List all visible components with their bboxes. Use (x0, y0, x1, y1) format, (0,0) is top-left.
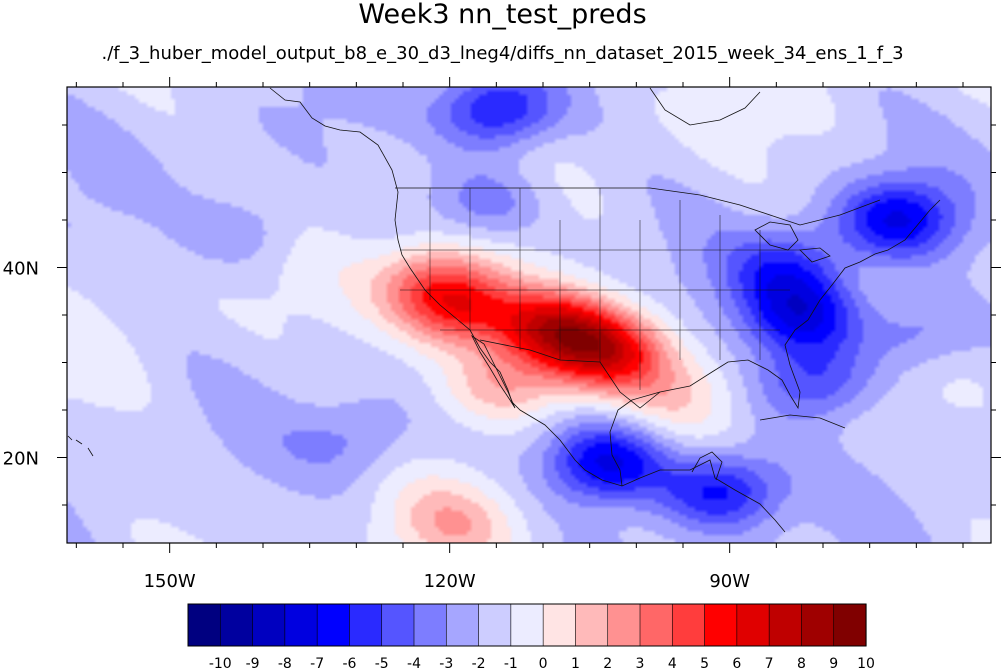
state-lines (400, 188, 800, 390)
colorbar-swatch (284, 603, 318, 647)
colorbar: -10 -9 -8 -7 -6 -5 -4 -3 -2 -1 0 1 2 3 4 5 6 7 8 9 10 (187, 603, 875, 672)
map-field (67, 87, 991, 543)
colorbar-swatch (833, 603, 867, 647)
north-america-coastline (269, 87, 786, 533)
plot-subtitle: ./f_3_huber_model_output_b8_e_30_d3_lneg… (101, 43, 904, 64)
colorbar-swatch (349, 603, 383, 647)
colorbar-swatch (542, 603, 577, 647)
x-tick-label: 150W (144, 571, 196, 592)
colorbar-label: 10 (857, 656, 875, 672)
colorbar-swatch (607, 603, 641, 647)
colorbar-swatch (219, 603, 254, 647)
colorbar-label: -8 (278, 656, 292, 672)
colorbar-frame (187, 603, 867, 647)
colorbar-swatch (575, 603, 609, 647)
y-tick-label: 20N (3, 449, 39, 470)
great-lakes (754, 221, 831, 263)
colorbar-label: 2 (603, 656, 612, 672)
colorbar-label: 6 (732, 656, 741, 672)
coastlines-and-borders (67, 87, 941, 533)
hawaii-islands (67, 435, 94, 457)
plot-title: Week3 nn_test_preds (358, 0, 647, 30)
baja-peninsula (470, 334, 516, 409)
colorbar-swatch (187, 603, 221, 647)
x-tick-label: 120W (424, 571, 476, 592)
colorbar-label: 3 (636, 656, 645, 672)
cuba (759, 414, 846, 429)
temperature-anomaly-field (67, 87, 991, 543)
colorbar-label: 8 (797, 656, 806, 672)
colorbar-label: 0 (539, 656, 548, 672)
colorbar-label: 5 (700, 656, 709, 672)
colorbar-swatch (671, 603, 706, 647)
colorbar-label: -5 (375, 656, 389, 672)
colorbar-swatch (381, 603, 415, 647)
colorbar-swatch (316, 603, 351, 647)
colorbar-label: -3 (439, 656, 453, 672)
colorbar-label: 9 (829, 656, 838, 672)
colorbar-swatch (413, 603, 447, 647)
colorbar-label: -1 (504, 656, 518, 672)
colorbar-label: -10 (209, 656, 232, 672)
gulf-coast (609, 199, 941, 487)
colorbar-swatch (801, 603, 835, 647)
colorbar-label: -2 (472, 656, 486, 672)
colorbar-swatch (704, 603, 738, 647)
colorbar-swatch (252, 603, 286, 647)
colorbar-swatch (768, 603, 803, 647)
axis-ticks (57, 77, 1001, 553)
colorbar-label: 7 (765, 656, 774, 672)
us-canada-border (395, 187, 881, 226)
y-tick-label: 40N (3, 259, 39, 280)
yucatan (691, 451, 723, 481)
colorbar-swatch (736, 603, 770, 647)
colorbar-swatch (510, 603, 544, 647)
colorbar-swatch (445, 603, 480, 647)
colorbar-label: -9 (246, 656, 260, 672)
colorbar-label: 4 (668, 656, 677, 672)
colorbar-label: -6 (342, 656, 356, 672)
hudson-bay-edge (649, 87, 761, 126)
axis-tick-labels: 150W 120W 90W 40N 20N (3, 259, 751, 593)
colorbar-label: 1 (571, 656, 580, 672)
x-tick-label: 90W (709, 571, 750, 592)
colorbar-label: -4 (407, 656, 421, 672)
colorbar-swatch (478, 603, 512, 647)
colorbar-label: -7 (310, 656, 324, 672)
colorbar-swatch (639, 603, 673, 647)
